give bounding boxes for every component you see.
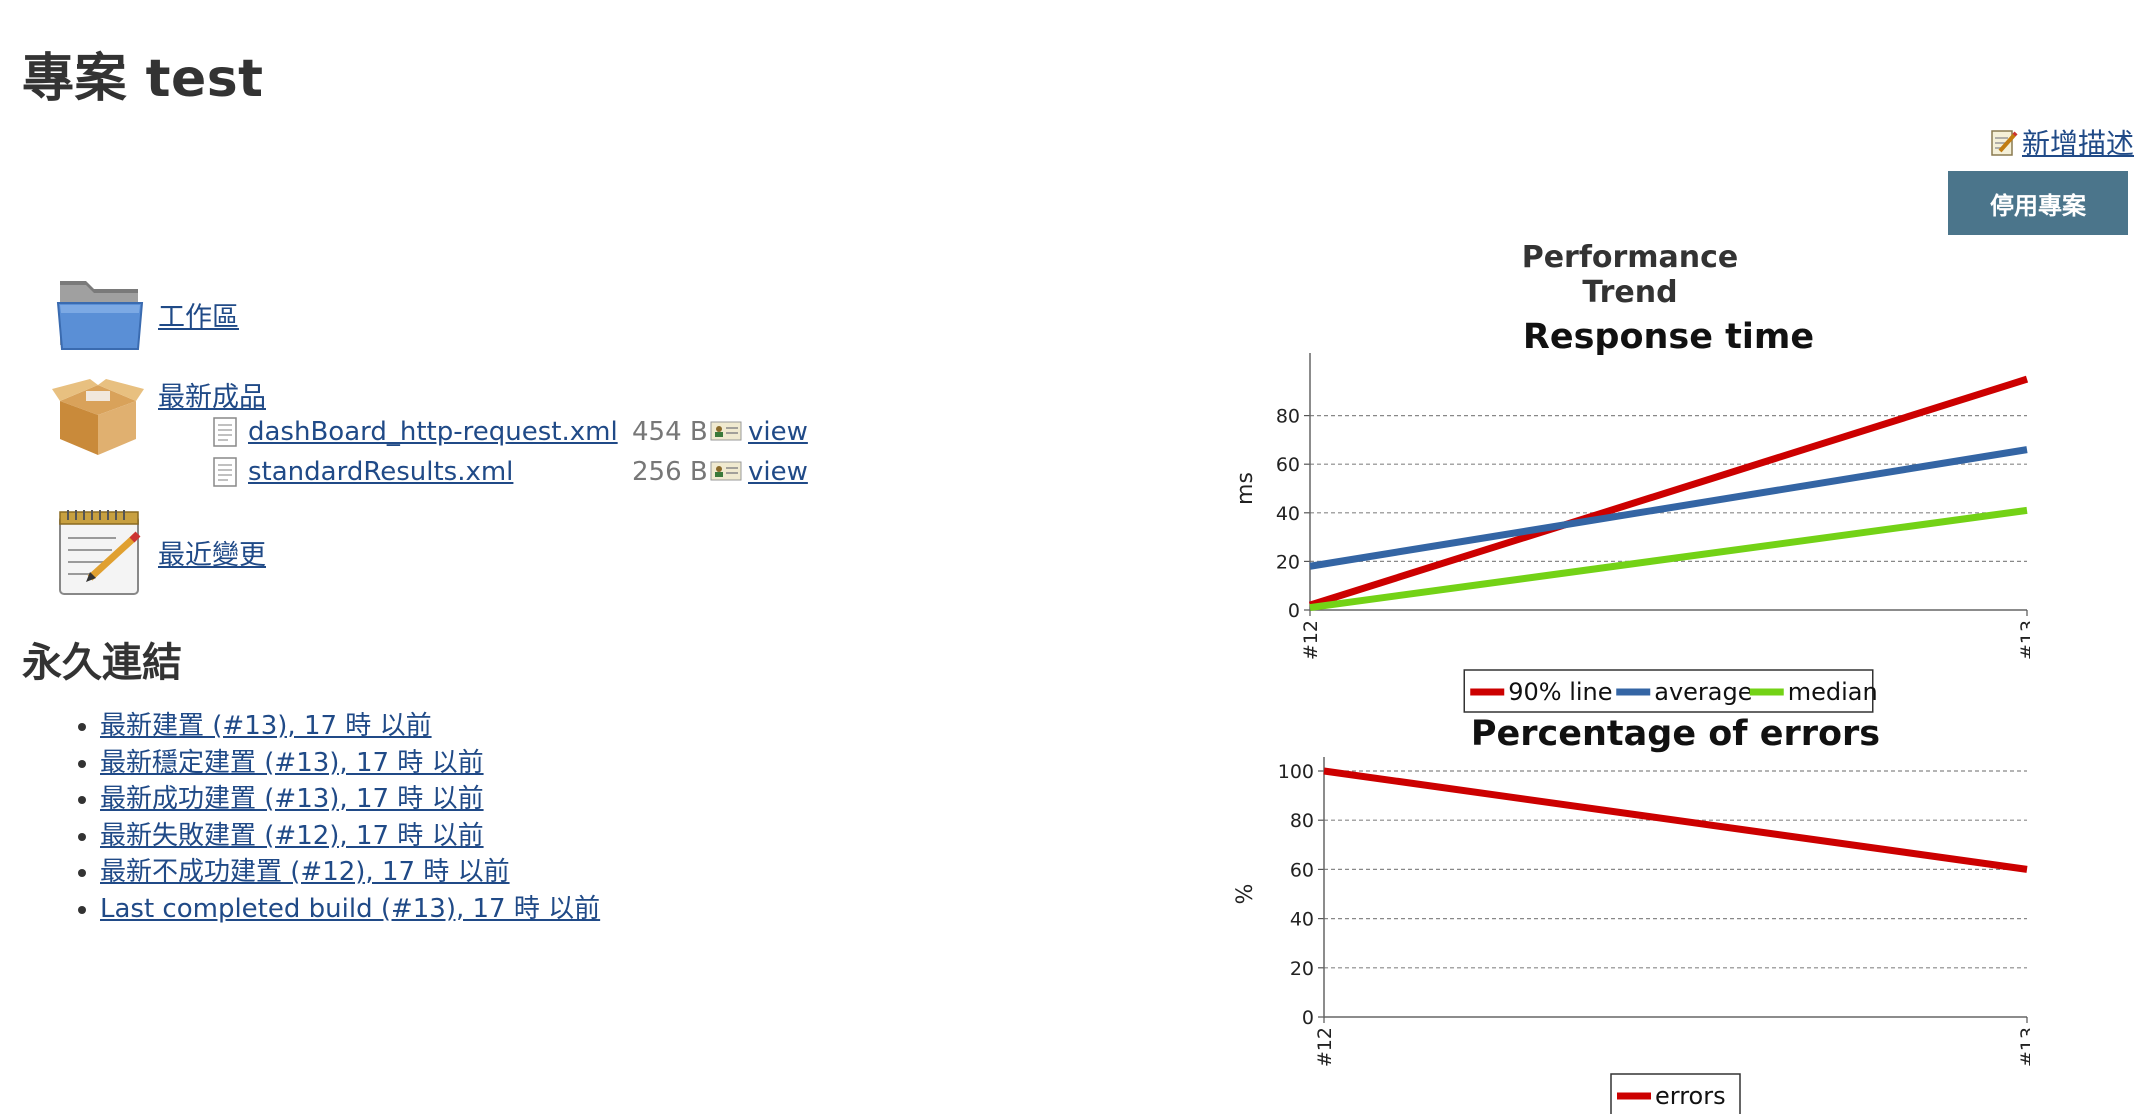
workspace-link[interactable]: 工作區 (158, 301, 239, 333)
y-tick-label: 80 (1290, 810, 1314, 832)
document-icon (213, 457, 237, 487)
document-icon (213, 417, 237, 447)
series-line (1309, 446, 2028, 570)
permalink-last-unsuccessful[interactable]: 最新不成功建置 (#12), 17 時 以前 (100, 857, 510, 887)
legend-label: average (1654, 678, 1752, 706)
legend-label: median (1788, 678, 1878, 706)
page-title: 專案 test (22, 49, 264, 109)
view-card-icon (710, 461, 742, 481)
y-tick-label: 40 (1276, 503, 1300, 525)
series-line (1323, 767, 2028, 873)
legend-box (1463, 669, 1874, 713)
notepad-pencil-icon (1991, 130, 2018, 156)
list-item: Last completed build (#13), 17 時 以前 (100, 891, 600, 928)
list-item: 最新失敗建置 (#12), 17 時 以前 (100, 818, 600, 855)
x-tick-label: #13 (2017, 620, 2030, 660)
legend-label: 90% line (1508, 678, 1612, 706)
permalinks-heading: 永久連結 (22, 640, 182, 686)
errors-chart: Percentage of errors% 0 20 40 60 80 100 #12 #13 e… (1233, 714, 2030, 1114)
task-changes: 最近變更 (56, 508, 266, 596)
y-tick-label: 60 (1290, 859, 1314, 881)
permalink-last-build[interactable]: 最新建置 (#13), 17 時 以前 (100, 711, 432, 741)
chart-legend: errors (1610, 1073, 1741, 1114)
y-tick-label: 0 (1302, 1007, 1314, 1029)
task-artifacts: 最新成品 (50, 375, 266, 459)
artifact-row: standardResults.xml 256 B view (212, 456, 808, 488)
chart-title: Percentage of errors (1471, 714, 1880, 754)
artifact-file-link[interactable]: standardResults.xml (248, 457, 514, 487)
y-tick-label: 100 (1278, 761, 1314, 783)
x-tick-label: #12 (1300, 620, 1322, 660)
y-axis-label: % (1233, 884, 1258, 905)
permalink-last-stable[interactable]: 最新穩定建置 (#13), 17 時 以前 (100, 747, 484, 778)
list-item: 最新穩定建置 (#13), 17 時 以前 (100, 745, 600, 782)
permalinks-list: 最新建置 (#13), 17 時 以前 最新穩定建置 (#13), 17 時 以… (100, 708, 600, 927)
artifact-view-link[interactable]: view (748, 457, 808, 487)
package-box-icon (52, 379, 144, 455)
y-tick-label: 0 (1288, 600, 1300, 622)
view-card-icon (710, 421, 742, 441)
y-tick-label: 60 (1276, 454, 1300, 476)
artifact-row: dashBoard_http-request.xml 454 B view (212, 416, 808, 448)
series-line (1309, 506, 2028, 612)
folder-icon (56, 281, 144, 350)
artifacts-link[interactable]: 最新成品 (158, 382, 266, 413)
add-description-link[interactable]: 新增描述 (1990, 122, 2134, 162)
list-item: 最新成功建置 (#13), 17 時 以前 (100, 781, 600, 818)
task-workspace: 工作區 (56, 275, 239, 353)
y-tick-label: 20 (1290, 958, 1314, 980)
artifact-size: 454 B (632, 417, 708, 447)
series-line (1308, 375, 2029, 609)
y-tick-label: 80 (1276, 406, 1300, 428)
y-axis-label: ms (1233, 472, 1258, 505)
permalink-last-completed[interactable]: Last completed build (#13), 17 時 以前 (100, 893, 601, 924)
y-tick-label: 40 (1290, 909, 1314, 931)
permalink-last-successful[interactable]: 最新成功建置 (#13), 17 時 以前 (100, 784, 484, 814)
chart-title: Response time (1523, 317, 1814, 357)
artifact-file-link[interactable]: dashBoard_http-request.xml (248, 417, 618, 447)
y-tick-label: 20 (1276, 551, 1300, 573)
chart-legend: 90% line average median (1463, 669, 1878, 713)
legend-label: errors (1655, 1082, 1726, 1110)
response-time-chart: Response time ms 0 20 40 60 80 #12 #13 90% line av… (1233, 317, 2030, 713)
x-tick-label: #12 (1314, 1027, 1336, 1067)
x-tick-label: #13 (2017, 1027, 2030, 1067)
notepad-icon (59, 510, 141, 595)
performance-trend-title: Performance Trend (1521, 240, 1739, 310)
changes-link[interactable]: 最近變更 (158, 539, 266, 571)
disable-project-button[interactable]: 停用專案 (1948, 171, 2128, 235)
list-item: 最新不成功建置 (#12), 17 時 以前 (100, 854, 600, 891)
permalink-last-failed[interactable]: 最新失敗建置 (#12), 17 時 以前 (100, 820, 484, 851)
artifact-view-link[interactable]: view (748, 417, 808, 447)
list-item: 最新建置 (#13), 17 時 以前 (100, 708, 600, 745)
add-description-label: 新增描述 (2021, 127, 2134, 160)
artifact-size: 256 B (632, 457, 708, 487)
